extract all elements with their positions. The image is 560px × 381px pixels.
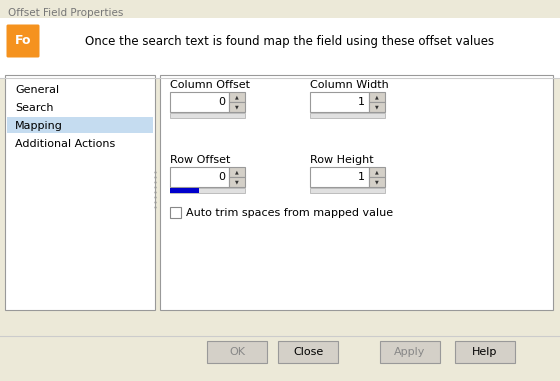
Bar — [310, 113, 385, 118]
Text: Offset Field Properties: Offset Field Properties — [8, 8, 123, 18]
Text: 0: 0 — [218, 172, 225, 182]
Text: Apply: Apply — [394, 347, 426, 357]
Bar — [0, 18, 560, 78]
Bar — [380, 341, 440, 363]
Bar — [229, 177, 245, 187]
Text: 1: 1 — [358, 97, 365, 107]
Bar — [310, 92, 369, 112]
Bar — [170, 167, 229, 187]
Text: ▼: ▼ — [235, 179, 239, 184]
Text: Additional Actions: Additional Actions — [15, 139, 115, 149]
Bar — [369, 167, 385, 177]
Text: General: General — [15, 85, 59, 95]
Bar — [207, 341, 267, 363]
Bar — [369, 177, 385, 187]
Bar — [170, 188, 198, 193]
Bar — [229, 92, 245, 102]
Text: Search: Search — [15, 103, 54, 113]
Bar — [160, 75, 553, 310]
Bar — [310, 167, 369, 187]
Text: 1: 1 — [358, 172, 365, 182]
Bar — [310, 188, 385, 193]
Bar — [369, 92, 385, 102]
Text: Row Height: Row Height — [310, 155, 374, 165]
Text: Once the search text is found map the field using these offset values: Once the search text is found map the fi… — [86, 35, 494, 48]
Text: ▼: ▼ — [375, 104, 379, 109]
Text: ▲: ▲ — [235, 170, 239, 174]
Bar — [170, 92, 229, 112]
Bar — [7, 117, 153, 133]
Text: 0: 0 — [218, 97, 225, 107]
Bar — [170, 113, 245, 118]
Text: ▲: ▲ — [235, 94, 239, 99]
Text: Mapping: Mapping — [15, 121, 63, 131]
Text: Auto trim spaces from mapped value: Auto trim spaces from mapped value — [186, 208, 393, 218]
Text: Column Offset: Column Offset — [170, 80, 250, 90]
Bar — [170, 188, 245, 193]
Text: OK: OK — [229, 347, 245, 357]
Bar — [278, 341, 338, 363]
Bar — [455, 341, 515, 363]
Bar — [5, 75, 155, 310]
Text: ▼: ▼ — [235, 104, 239, 109]
Text: ▲: ▲ — [375, 170, 379, 174]
FancyBboxPatch shape — [7, 24, 40, 58]
Bar — [229, 167, 245, 177]
Text: ▼: ▼ — [375, 179, 379, 184]
Text: Fo: Fo — [15, 35, 31, 48]
Text: Help: Help — [472, 347, 498, 357]
Bar — [229, 102, 245, 112]
Text: Close: Close — [293, 347, 323, 357]
Text: Row Offset: Row Offset — [170, 155, 230, 165]
Bar — [170, 207, 181, 218]
Text: Column Width: Column Width — [310, 80, 389, 90]
Text: ▲: ▲ — [375, 94, 379, 99]
Bar — [369, 102, 385, 112]
